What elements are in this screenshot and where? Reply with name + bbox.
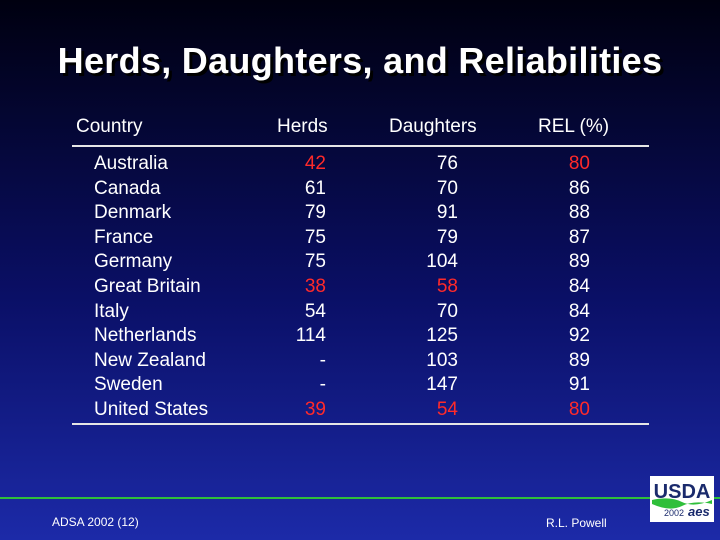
cell-rel: 87 xyxy=(568,226,590,248)
cell-daughters: 58 xyxy=(436,275,458,297)
table-row: Netherlands 114 125 92 xyxy=(0,324,720,349)
cell-daughters: 70 xyxy=(436,177,458,199)
header-country: Country xyxy=(76,116,143,137)
cell-daughters: 54 xyxy=(436,398,458,420)
cell-rel: 92 xyxy=(568,325,590,347)
cell-daughters: 76 xyxy=(436,153,458,174)
usda-logo-icon: USDA xyxy=(650,476,714,522)
cell-country: Italy xyxy=(94,300,129,322)
cell-country: United States xyxy=(94,398,209,420)
table-row: Denmark 79 91 88 xyxy=(0,201,720,226)
table-row: Australia 42 76 80 xyxy=(0,152,720,177)
cell-daughters: 103 xyxy=(426,349,458,371)
cell-herds: 39 xyxy=(304,398,326,420)
cell-country: Canada xyxy=(94,177,161,199)
header-rel: REL (%) xyxy=(538,116,610,137)
header-herds: Herds xyxy=(277,116,328,137)
cell-rel: 89 xyxy=(568,349,590,371)
cell-herds: - xyxy=(319,349,326,371)
cell-daughters: 79 xyxy=(436,226,458,248)
cell-country: New Zealand xyxy=(94,349,206,371)
cell-rel: 86 xyxy=(568,177,590,199)
cell-country: Germany xyxy=(94,251,173,273)
usda-logo-text: USDA xyxy=(654,481,711,503)
cell-daughters: 70 xyxy=(436,300,458,322)
cell-rel: 84 xyxy=(568,275,590,297)
table-top-rule xyxy=(72,145,649,147)
cell-rel: 88 xyxy=(568,202,590,224)
footer-divider xyxy=(0,497,720,499)
logo-year: 2002 xyxy=(664,508,685,518)
cell-rel: 89 xyxy=(568,251,590,273)
table-bottom-rule xyxy=(72,423,649,425)
cell-daughters: 125 xyxy=(426,325,458,347)
table-row: Great Britain 38 58 84 xyxy=(0,275,720,300)
table-row: Sweden - 147 91 xyxy=(0,373,720,398)
cell-daughters: 91 xyxy=(436,202,458,224)
cell-herds: 54 xyxy=(304,300,326,322)
table-row: United States 39 54 80 xyxy=(0,398,720,423)
slide-title: Herds, Daughters, and Reliabilities xyxy=(57,40,663,81)
table-row: Italy 54 70 84 xyxy=(0,300,720,325)
aes-logo-text: aes xyxy=(688,504,710,519)
cell-country: Great Britain xyxy=(94,275,201,297)
cell-herds: 38 xyxy=(304,275,326,297)
cell-herds: 75 xyxy=(304,226,326,248)
footer-author: R.L. Powell xyxy=(546,516,607,530)
cell-daughters: 147 xyxy=(426,374,458,396)
data-table: Australia 42 76 80 Canada 61 70 86 Denmark 79 91 88… xyxy=(0,152,720,423)
table-row: France 75 79 87 xyxy=(0,226,720,251)
table-row: Germany 75 104 89 xyxy=(0,250,720,275)
cell-country: Netherlands xyxy=(94,325,197,347)
footer-slide-id: ADSA 2002 (12) xyxy=(52,515,139,529)
table-row: Canada 61 70 86 xyxy=(0,177,720,202)
cell-country: Denmark xyxy=(94,202,172,224)
cell-herds: 114 xyxy=(295,325,326,347)
table-row: New Zealand - 103 89 xyxy=(0,349,720,374)
cell-herds: - xyxy=(319,374,326,396)
cell-country: France xyxy=(94,226,154,248)
cell-rel: 84 xyxy=(568,300,590,322)
cell-rel: 80 xyxy=(568,153,590,174)
cell-herds: 75 xyxy=(304,251,326,273)
cell-country: Sweden xyxy=(94,374,163,396)
cell-daughters: 104 xyxy=(426,251,458,273)
cell-herds: 42 xyxy=(304,153,326,174)
cell-herds: 79 xyxy=(304,202,326,224)
cell-rel: 91 xyxy=(568,374,590,396)
header-daughters: Daughters xyxy=(389,116,477,137)
cell-rel: 80 xyxy=(568,398,590,420)
cell-country: Australia xyxy=(94,153,168,174)
cell-herds: 61 xyxy=(304,177,326,199)
